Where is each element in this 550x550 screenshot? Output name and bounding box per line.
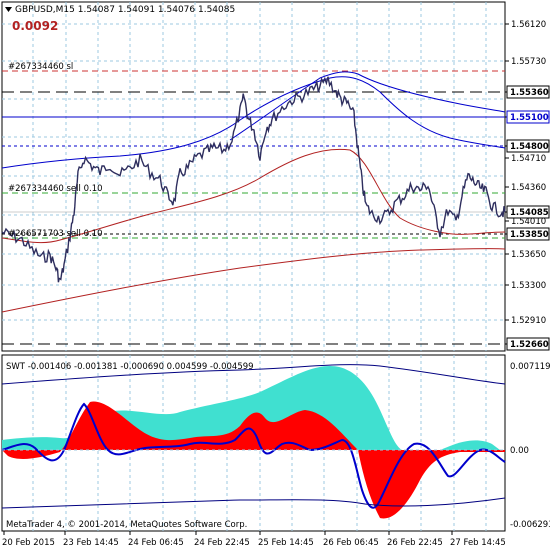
time-axis-label: 23 Feb 14:45	[63, 538, 119, 548]
price-axis-label: 1.53300	[511, 281, 546, 291]
swt-teal-area-right	[440, 440, 500, 450]
copyright-text: MetaTrader 4, © 2001-2014, MetaQuotes So…	[6, 520, 247, 530]
indicator-title: SWT -0.001406 -0.001381 -0.000690 0.0045…	[6, 362, 254, 372]
price-line	[1, 76, 506, 283]
dropdown-triangle-icon[interactable]	[5, 7, 12, 12]
price-tag-label: 1.55360	[510, 88, 549, 98]
time-axis-label: 25 Feb 14:45	[258, 538, 314, 548]
swt-indicator	[1, 364, 506, 519]
price-axis-label: 1.55730	[511, 57, 546, 67]
price-axis-label: 1.54360	[511, 183, 546, 193]
price-tag-label: 1.52660	[510, 340, 549, 350]
ma-red-slow-line	[1, 248, 506, 313]
ma-blue-line	[1, 76, 506, 169]
price-axis-label: 1.52910	[511, 316, 546, 326]
price-tag-label: 1.54800	[510, 142, 549, 152]
price-tag-box[interactable]	[506, 139, 550, 153]
price-tag-box[interactable]	[506, 85, 550, 99]
indicator-axis-label-min: -0.006293	[510, 520, 550, 530]
symbol-info: GBPUSD,M15 1.54087 1.54091 1.54076 1.540…	[15, 5, 235, 15]
swt-signal-line	[1, 402, 506, 509]
swt-lower-band-line	[1, 497, 506, 509]
swt-upper-band-line	[1, 364, 506, 385]
price-tag-box[interactable]	[506, 227, 550, 241]
time-axis-label: 26 Feb 06:45	[323, 538, 379, 548]
order-levels	[2, 70, 505, 345]
trade-label-sell-1[interactable]: #267334460 sell 0.10	[8, 184, 103, 194]
time-axis-label: 24 Feb 22:45	[194, 538, 250, 548]
price-axis-label: 1.54010	[511, 217, 546, 227]
time-axis-label: 20 Feb 2015	[2, 538, 55, 548]
ma-red-fast-line	[1, 148, 506, 244]
price-tag-label: 1.55100	[510, 113, 549, 123]
price-axis-label: 1.56120	[511, 20, 546, 30]
time-axis-label: 27 Feb 14:45	[450, 538, 506, 548]
indicator-axis-label-max: 0.007119	[510, 362, 550, 372]
price-axis[interactable]: 1.56120 1.55730 1.55360 1.55100 1.54800 1.547…	[505, 20, 550, 351]
indicator-axis-label-zero: 0.00	[510, 446, 529, 456]
price-tag-box[interactable]	[506, 337, 550, 351]
time-axis-label: 24 Feb 06:45	[128, 538, 184, 548]
spread-value: 0.0092	[12, 19, 58, 33]
price-axis-label: 1.54710	[511, 154, 546, 164]
price-tag-box[interactable]	[506, 205, 550, 219]
price-tag-label: 1.53850	[510, 230, 549, 240]
price-axis-label: 1.53650	[511, 250, 546, 260]
trade-label-stop-loss[interactable]: #267334460 sl	[8, 62, 73, 72]
trade-label-sell-2[interactable]: #266571703 sell 0.10	[8, 229, 103, 239]
price-tag-label: 1.54085	[510, 208, 549, 218]
price-tag-box[interactable]	[506, 110, 550, 124]
time-axis-label: 26 Feb 22:45	[387, 538, 443, 548]
ma-blue-upper-line	[229, 71, 506, 141]
time-axis[interactable]: 20 Feb 2015 23 Feb 14:45 24 Feb 06:45 24 Fe…	[2, 531, 506, 548]
